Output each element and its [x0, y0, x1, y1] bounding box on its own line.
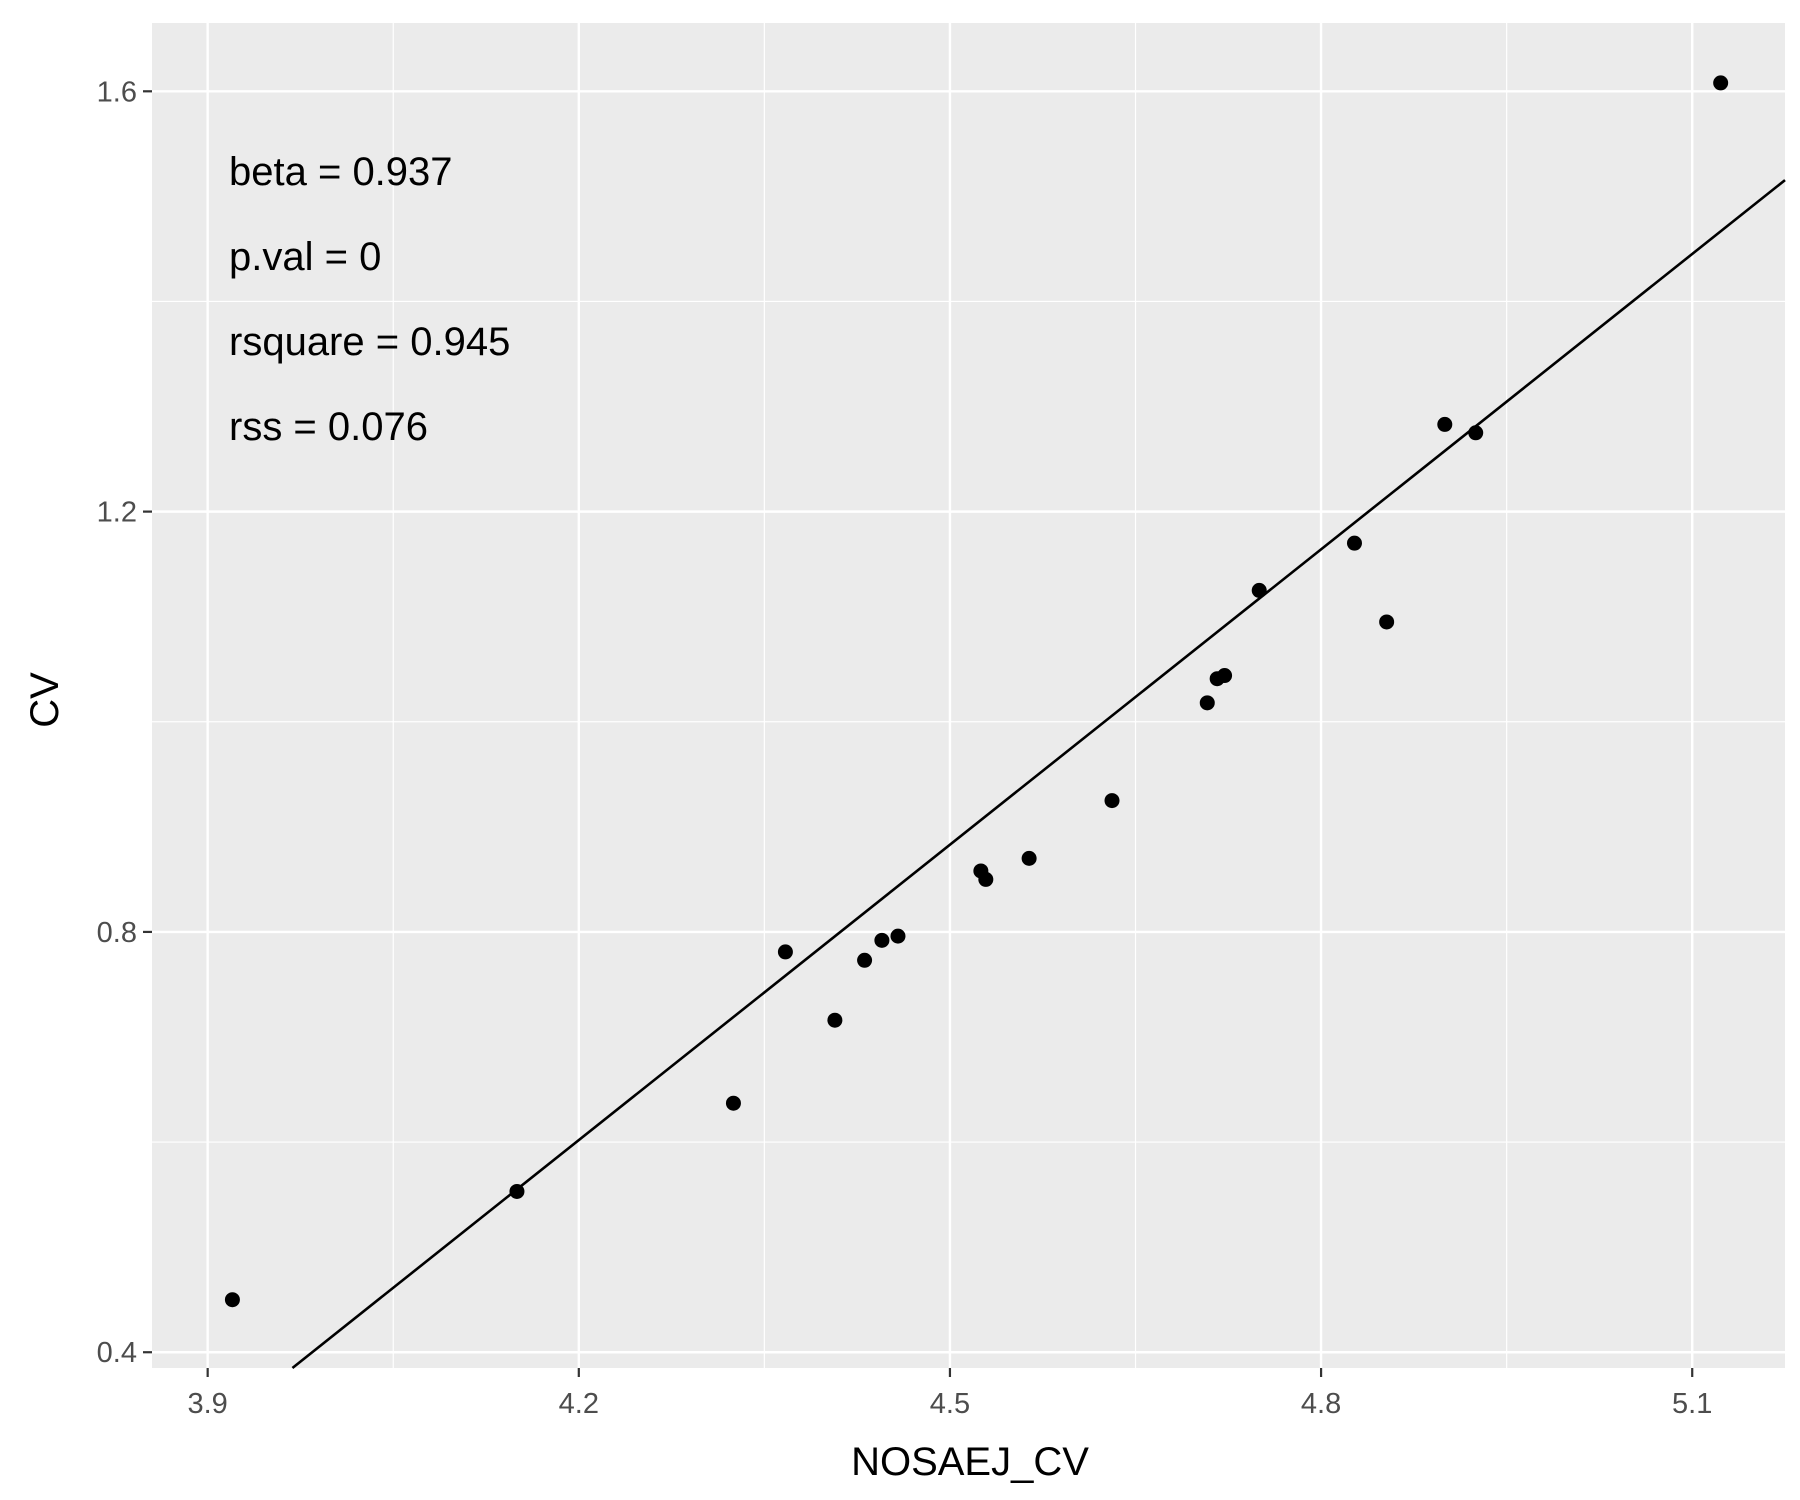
data-point	[978, 871, 994, 887]
x-tick-label: 4.2	[559, 1388, 599, 1420]
data-point	[1713, 75, 1729, 91]
plot-panel	[152, 23, 1785, 1368]
data-point	[1251, 582, 1267, 598]
y-tick-label: 0.8	[97, 917, 137, 949]
regression-line-group	[291, 179, 1786, 1370]
stats-annotations: beta = 0.937 p.val = 0 rsquare = 0.945 r…	[229, 150, 510, 449]
data-point	[509, 1183, 525, 1199]
data-points	[224, 75, 1729, 1308]
data-point	[1346, 535, 1362, 551]
annotation-rss: rss = 0.076	[229, 405, 428, 449]
data-point	[1217, 668, 1233, 684]
data-point	[1379, 614, 1395, 630]
x-tick-label: 4.8	[1301, 1388, 1341, 1420]
major-gridlines	[152, 23, 1785, 1368]
regression-line	[291, 179, 1786, 1370]
x-axis-title: NOSAEJ_CV	[851, 1440, 1089, 1484]
data-point	[890, 928, 906, 944]
data-point	[1468, 425, 1484, 441]
data-point	[1021, 850, 1037, 866]
y-tick-label: 1.6	[97, 76, 137, 108]
data-point	[1437, 416, 1453, 432]
annotation-pval: p.val = 0	[229, 235, 381, 279]
annotation-rsquare: rsquare = 0.945	[229, 320, 510, 364]
y-tick-label: 0.4	[97, 1337, 137, 1369]
y-axis-title: CV	[23, 672, 67, 728]
data-point	[224, 1292, 240, 1308]
data-point	[725, 1095, 741, 1111]
data-point	[827, 1012, 843, 1028]
data-point	[874, 932, 890, 948]
x-tick-label: 5.1	[1672, 1388, 1712, 1420]
y-tick-label: 1.2	[97, 497, 137, 529]
data-point	[1104, 793, 1120, 809]
data-point	[857, 952, 873, 968]
y-axis: 0.4 0.8 1.2 1.6	[97, 76, 152, 1369]
data-point	[1199, 695, 1215, 711]
minor-gridlines	[152, 23, 1785, 1368]
x-tick-label: 3.9	[188, 1388, 228, 1420]
x-tick-label: 4.5	[930, 1388, 970, 1420]
data-point	[777, 944, 793, 960]
x-axis: 3.9 4.2 4.5 4.8 5.1	[188, 1368, 1712, 1420]
annotation-beta: beta = 0.937	[229, 150, 453, 194]
